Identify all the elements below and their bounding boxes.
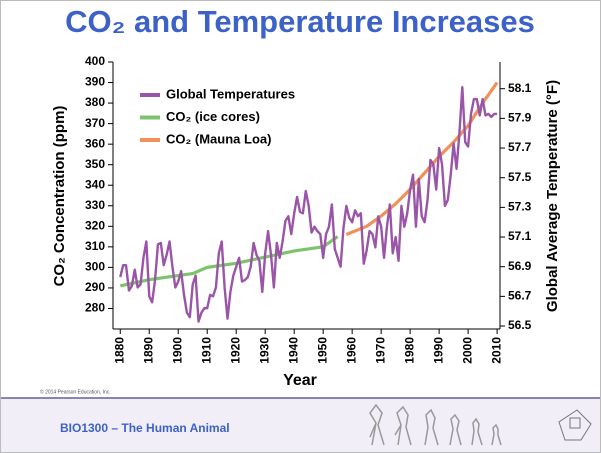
y2-tick-label: 56.9 xyxy=(508,259,532,273)
y-tick-label: 300 xyxy=(85,260,105,274)
y-tick-label: 370 xyxy=(85,116,105,130)
y2-tick-label: 57.1 xyxy=(508,229,532,243)
y2-tick-label: 56.7 xyxy=(508,289,532,303)
y-tick-label: 390 xyxy=(85,75,105,89)
x-tick-label: 2010 xyxy=(489,337,503,364)
legend-label: CO₂ (Mauna Loa) xyxy=(166,131,271,146)
x-tick-label: 1980 xyxy=(402,337,416,364)
x-tick-label: 1950 xyxy=(315,337,329,364)
course-label: BIO1300 – The Human Animal xyxy=(60,421,230,435)
x-tick-label: 1930 xyxy=(257,337,271,364)
y2-tick-label: 58.1 xyxy=(508,81,532,95)
copyright: © 2014 Pearson Education, Inc. xyxy=(40,388,111,395)
x-tick-label: 1890 xyxy=(141,337,155,364)
y-axis-label: CO₂ Concentration (ppm) xyxy=(51,106,68,287)
x-tick-label: 1900 xyxy=(170,337,184,364)
x-tick-label: 1940 xyxy=(286,337,300,364)
y2-tick-label: 56.5 xyxy=(508,318,532,332)
y-tick-label: 320 xyxy=(85,218,105,232)
y2-axis-label: Global Average Temperature (°F) xyxy=(544,80,561,312)
x-tick-label: 1920 xyxy=(228,337,242,364)
series-line xyxy=(345,81,499,237)
legend-label: Global Temperatures xyxy=(166,86,295,101)
y-tick-label: 280 xyxy=(85,301,105,315)
x-tick-label: 1990 xyxy=(431,337,445,364)
legend-label: CO₂ (ice cores) xyxy=(166,109,260,124)
y-tick-label: 380 xyxy=(85,95,105,109)
y-tick-label: 360 xyxy=(85,136,105,150)
y2-tick-label: 57.9 xyxy=(508,111,532,125)
x-tick-label: 2000 xyxy=(460,337,474,364)
y2-tick-label: 57.3 xyxy=(508,200,532,214)
x-tick-label: 1960 xyxy=(344,337,358,364)
x-axis-label: Year xyxy=(283,372,317,389)
y-tick-label: 400 xyxy=(85,54,105,68)
series-line xyxy=(119,86,498,323)
x-tick-label: 1880 xyxy=(112,337,126,364)
slide-title: CO₂ and Temperature Increases xyxy=(65,4,535,39)
y2-tick-label: 57.7 xyxy=(508,140,532,154)
x-tick-label: 1910 xyxy=(199,337,213,364)
y-tick-label: 340 xyxy=(85,177,105,191)
corner-icon xyxy=(558,409,592,441)
y-tick-label: 290 xyxy=(85,280,105,294)
series-line xyxy=(119,235,339,288)
x-tick-label: 1970 xyxy=(373,337,387,364)
y-tick-label: 310 xyxy=(85,239,105,253)
y-tick-label: 330 xyxy=(85,198,105,212)
evolution-figures xyxy=(369,403,502,446)
y2-tick-label: 57.5 xyxy=(508,170,532,184)
y-tick-label: 350 xyxy=(85,157,105,171)
